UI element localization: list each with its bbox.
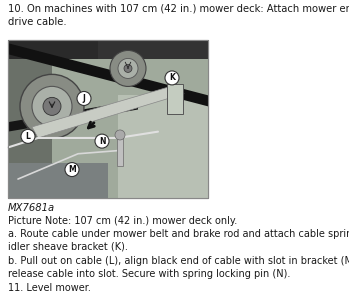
Circle shape: [43, 98, 61, 116]
Bar: [167, 84, 183, 114]
Bar: [8, 59, 208, 198]
Circle shape: [65, 163, 79, 177]
Circle shape: [21, 129, 35, 143]
Polygon shape: [32, 84, 184, 138]
Bar: [8, 40, 98, 68]
Bar: [117, 138, 123, 166]
Circle shape: [20, 74, 84, 138]
Text: Picture Note: 107 cm (42 in.) mower deck only.: Picture Note: 107 cm (42 in.) mower deck…: [8, 216, 237, 226]
Text: M: M: [68, 165, 76, 174]
Bar: [118, 95, 208, 198]
Bar: [8, 59, 52, 198]
Circle shape: [124, 64, 132, 72]
Text: a. Route cable under mower belt and brake rod and attach cable spring (J) to
idl: a. Route cable under mower belt and brak…: [8, 229, 349, 252]
Bar: [8, 40, 208, 198]
Text: J: J: [83, 94, 86, 103]
Text: L: L: [25, 132, 30, 141]
Text: N: N: [99, 136, 105, 146]
Text: K: K: [169, 74, 175, 82]
Circle shape: [95, 134, 109, 148]
Circle shape: [32, 86, 72, 126]
Polygon shape: [8, 100, 138, 132]
Circle shape: [165, 71, 179, 85]
Bar: [8, 163, 108, 198]
Circle shape: [118, 58, 138, 78]
Circle shape: [77, 92, 91, 106]
Bar: [8, 40, 208, 198]
Circle shape: [110, 50, 146, 86]
Bar: [98, 40, 208, 64]
Polygon shape: [8, 43, 208, 106]
Text: MX7681a: MX7681a: [8, 203, 55, 213]
Text: b. Pull out on cable (L), align black end of cable with slot in bracket (M) and
: b. Pull out on cable (L), align black en…: [8, 256, 349, 279]
Text: 11. Level mower.: 11. Level mower.: [8, 283, 91, 293]
Circle shape: [115, 130, 125, 140]
Text: 10. On machines with 107 cm (42 in.) mower deck: Attach mower engagement
drive c: 10. On machines with 107 cm (42 in.) mow…: [8, 4, 349, 27]
